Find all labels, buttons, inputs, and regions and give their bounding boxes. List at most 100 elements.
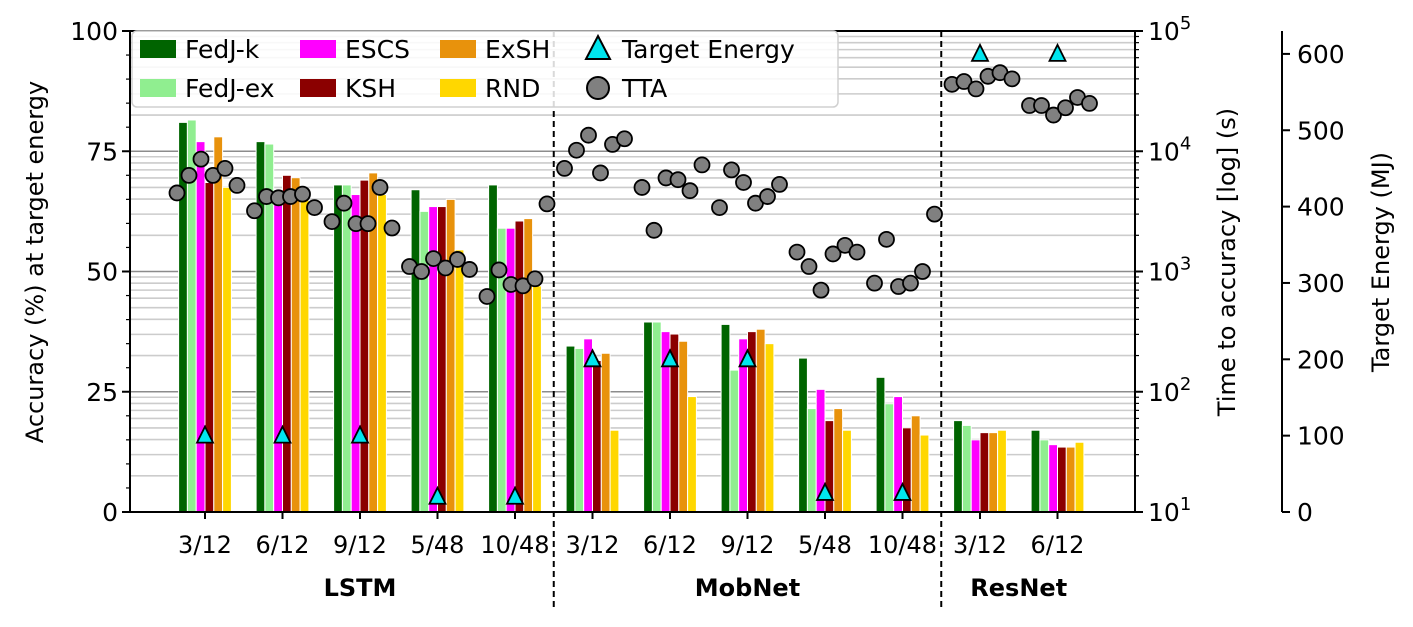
left-axis-label: Accuracy (%) at target energy [21, 81, 49, 443]
tta-point [580, 126, 597, 144]
left-tick-label: 100 [70, 17, 118, 46]
bar-rnd [687, 396, 697, 513]
tta-point [306, 199, 323, 216]
right-time-tick-label: 104 [1148, 133, 1191, 166]
bar-ksh [282, 174, 292, 513]
tta-point [681, 182, 699, 200]
x-tick-label: 10/48 [868, 531, 937, 559]
target-energy-point [195, 424, 215, 444]
x-tick-label: 5/48 [798, 531, 852, 559]
target-energy-point [583, 348, 602, 368]
bar-exsh [1065, 446, 1076, 513]
energy-tick-label: 400 [1297, 193, 1345, 222]
bar-fedj-ex [961, 424, 972, 513]
bar-rnd [1074, 441, 1085, 513]
target-energy-point [738, 348, 757, 368]
bar-rnd [532, 285, 542, 513]
tta-point [788, 243, 806, 261]
tta-point [490, 261, 508, 279]
energy-tick-label: 300 [1297, 269, 1345, 298]
tta-point [955, 73, 973, 90]
tick-base: 10 [1148, 137, 1180, 166]
bar-rnd [222, 186, 232, 513]
bar-escs [195, 141, 206, 513]
bar-exsh [678, 340, 689, 513]
tta-point [914, 263, 931, 280]
bar-fedj-ex [884, 403, 895, 513]
bar-fedj-k [953, 420, 963, 513]
energy-tick-label: 200 [1297, 345, 1345, 374]
tta-point [633, 179, 651, 196]
tta-point [1033, 97, 1050, 114]
tick-base: 10 [1148, 378, 1180, 407]
target-energy-point [428, 485, 447, 505]
tta-point [848, 243, 866, 261]
legend-swatch [140, 79, 176, 97]
x-tick-label: 3/12 [178, 531, 232, 559]
target-energy-point [660, 348, 680, 368]
bar-exsh [833, 408, 844, 513]
tta-point [902, 274, 919, 292]
tta-point [526, 270, 544, 288]
tta-point [735, 174, 752, 191]
bar-escs [970, 439, 981, 513]
tta-point [800, 258, 818, 275]
bar-exsh [445, 198, 456, 513]
tta-point [693, 156, 711, 174]
bar-fedj-ex [341, 184, 352, 513]
tta-point [592, 164, 609, 182]
tick-exponent: 1 [1180, 494, 1191, 515]
x-tick-label: 3/12 [566, 531, 620, 559]
tta-point [323, 213, 341, 230]
energy-tick-label: 500 [1297, 116, 1345, 145]
right-time-tick-label: 101 [1148, 494, 1191, 527]
tta-point [216, 160, 234, 177]
energy-tick-label: 100 [1297, 422, 1345, 451]
tick-exponent: 5 [1180, 13, 1191, 34]
bar-rnd [609, 429, 620, 513]
tta-point [1003, 70, 1021, 88]
legend: FedJ-k FedJ-ex ESCS KSH ExSH RND Target Energy… [131, 30, 839, 108]
tick-exponent: 3 [1180, 254, 1191, 275]
right-time-tick-label: 103 [1148, 254, 1191, 287]
x-tick-label: 6/12 [256, 531, 310, 559]
legend-swatch [440, 79, 476, 97]
bar-escs [273, 194, 284, 513]
bar-rnd [454, 249, 465, 513]
legend-swatch [300, 40, 336, 58]
target-energy-point [273, 424, 292, 444]
bar-rnd [764, 343, 775, 513]
group-label: ResNet [970, 574, 1067, 602]
tta-point [711, 199, 728, 216]
bar-exsh [988, 432, 999, 513]
bar-ksh [204, 182, 215, 513]
tta-point [878, 230, 895, 248]
legend-label: TTA [621, 74, 667, 103]
bar-exsh [755, 328, 766, 513]
tta-point [669, 171, 687, 189]
legend-label: RND [485, 74, 540, 103]
bar-rnd [842, 429, 852, 513]
group-label: LSTM [324, 574, 397, 602]
bar-fedj-ex [806, 408, 817, 513]
target-energy-point [893, 481, 912, 501]
tta-point [812, 281, 830, 299]
tta-point [425, 250, 442, 268]
bar-fedj-ex [651, 321, 662, 513]
legend-label: KSH [345, 74, 396, 103]
legend-swatch [300, 79, 336, 97]
tta-point [449, 251, 466, 268]
right-energy-axis-label: Target Energy (MJ) [1367, 152, 1395, 373]
tick-base: 10 [1148, 498, 1180, 527]
bar-exsh [600, 352, 611, 513]
bar-rnd [997, 429, 1007, 513]
tick-exponent: 2 [1180, 374, 1191, 395]
legend-swatch [440, 40, 476, 58]
bar-rnd [919, 434, 930, 513]
bar-fedj-k [875, 376, 886, 513]
tta-point [228, 177, 246, 194]
energy-tick-label: 600 [1297, 40, 1345, 69]
group-separators [552, 31, 943, 610]
left-tick-label: 50 [86, 258, 118, 287]
bar-marks [178, 119, 1085, 513]
